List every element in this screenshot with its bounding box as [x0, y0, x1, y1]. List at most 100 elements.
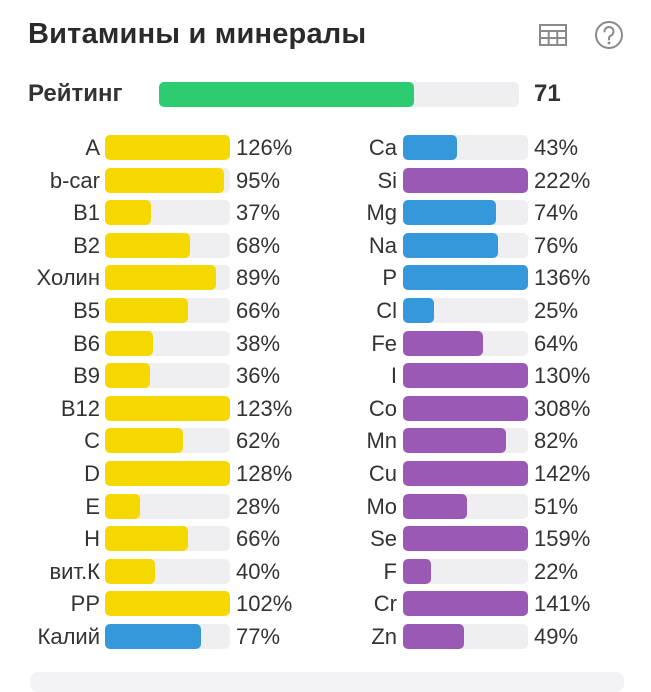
vitamins-row: B5 66% — [0, 296, 651, 328]
vitamins-label: b-car — [49, 167, 100, 193]
vitamins-row: D 128% — [0, 459, 651, 491]
minerals-bar-fill — [403, 330, 483, 356]
minerals-label: Mg — [366, 200, 397, 226]
minerals-bar-fill — [403, 493, 467, 519]
minerals-bar — [403, 265, 528, 291]
vitamins-bar — [105, 330, 230, 356]
minerals-bar — [403, 493, 528, 519]
minerals-label: Si — [377, 167, 397, 193]
vitamins-bar — [105, 232, 230, 258]
vitamins-percent: 36% — [236, 363, 281, 389]
vitamins-percent: 62% — [236, 428, 281, 454]
vitamins-label: C — [84, 428, 100, 454]
vitamins-percent: 37% — [236, 200, 281, 226]
vitamins-row: вит.К 40% — [0, 557, 651, 589]
minerals-bar-fill — [403, 461, 528, 486]
minerals-bar-fill — [403, 526, 528, 552]
minerals-label: P — [382, 265, 397, 291]
minerals-label: Se — [370, 526, 397, 552]
minerals-label: Na — [368, 232, 397, 258]
vitamins-bar-fill — [105, 591, 230, 617]
vitamins-bar-fill — [105, 624, 202, 649]
minerals-label: Co — [368, 395, 397, 421]
vitamins-bar-fill — [105, 558, 155, 584]
minerals-row: Mn 82% — [0, 426, 651, 458]
help-icon[interactable] — [592, 18, 626, 52]
vitamins-bar — [105, 493, 230, 519]
minerals-percent: 74% — [534, 200, 579, 226]
minerals-bar-fill — [403, 298, 435, 323]
minerals-percent: 76% — [534, 232, 579, 258]
vitamins-label: B1 — [73, 200, 100, 226]
minerals-bar — [403, 624, 528, 649]
minerals-bar — [403, 135, 528, 160]
table-icon[interactable] — [536, 18, 570, 52]
minerals-bar — [403, 232, 528, 258]
minerals-bar — [403, 330, 528, 356]
minerals-row: P 136% — [0, 263, 651, 295]
minerals-bar-fill — [403, 135, 457, 160]
minerals-percent: 51% — [534, 493, 579, 519]
vitamins-percent: 126% — [236, 135, 293, 160]
minerals-bar-fill — [403, 428, 506, 454]
vitamins-bar-fill — [105, 428, 183, 454]
vitamins-row: Холин 89% — [0, 263, 651, 295]
minerals-row: Mg 74% — [0, 198, 651, 230]
minerals-row: Ca 43% — [0, 133, 651, 165]
minerals-bar-fill — [403, 363, 528, 389]
vitamins-bar — [105, 558, 230, 584]
vitamins-bar — [105, 395, 230, 421]
minerals-bar — [403, 591, 528, 617]
minerals-percent: 222% — [534, 167, 591, 193]
minerals-percent: 64% — [534, 330, 579, 356]
minerals-row: I 130% — [0, 361, 651, 393]
vitamins-percent: 77% — [236, 624, 281, 649]
minerals-bar — [403, 200, 528, 226]
vitamins-bar — [105, 200, 230, 226]
minerals-row: Cr 141% — [0, 589, 651, 621]
minerals-bar-fill — [403, 624, 465, 649]
minerals-bar — [403, 363, 528, 389]
vitamins-bar — [105, 167, 230, 193]
vitamins-bar — [105, 624, 230, 649]
vitamins-bar-fill — [105, 298, 188, 323]
vitamins-bar-fill — [105, 363, 150, 389]
vitamins-percent: 66% — [236, 298, 281, 323]
vitamins-bar — [105, 461, 230, 486]
vitamins-bar — [105, 135, 230, 160]
vitamins-bar — [105, 265, 230, 291]
vitamins-bar-fill — [105, 135, 230, 160]
vitamins-bar — [105, 363, 230, 389]
minerals-row: Fe 64% — [0, 329, 651, 361]
minerals-row: Mo 51% — [0, 492, 651, 524]
minerals-bar — [403, 428, 528, 454]
vitamins-percent: 68% — [236, 232, 281, 258]
vitamins-row: A 126% — [0, 133, 651, 165]
page-title: Витамины и минералы — [28, 18, 367, 50]
minerals-bar-fill — [403, 395, 528, 421]
vitamins-bar-fill — [105, 232, 190, 258]
minerals-bar-fill — [403, 167, 528, 193]
vitamins-row: H 66% — [0, 524, 651, 556]
minerals-label: F — [383, 558, 397, 584]
vitamins-percent: 38% — [236, 330, 281, 356]
minerals-percent: 49% — [534, 624, 579, 649]
minerals-bar-fill — [403, 232, 498, 258]
minerals-row: Si 222% — [0, 166, 651, 198]
minerals-bar-fill — [403, 558, 431, 584]
minerals-label: I — [390, 363, 397, 389]
vitamins-label: B6 — [73, 330, 100, 356]
vitamins-bar-fill — [105, 461, 230, 486]
minerals-row: Cu 142% — [0, 459, 651, 491]
minerals-label: Fe — [371, 330, 397, 356]
vitamins-bar — [105, 298, 230, 323]
vitamins-bar — [105, 526, 230, 552]
minerals-percent: 82% — [534, 428, 579, 454]
minerals-bar-fill — [403, 591, 528, 617]
minerals-label: Ca — [368, 135, 397, 160]
bottom-card — [30, 672, 624, 692]
vitamins-label: B9 — [73, 363, 100, 389]
minerals-percent: 130% — [534, 363, 591, 389]
vitamins-label: D — [84, 461, 100, 486]
minerals-bar — [403, 526, 528, 552]
